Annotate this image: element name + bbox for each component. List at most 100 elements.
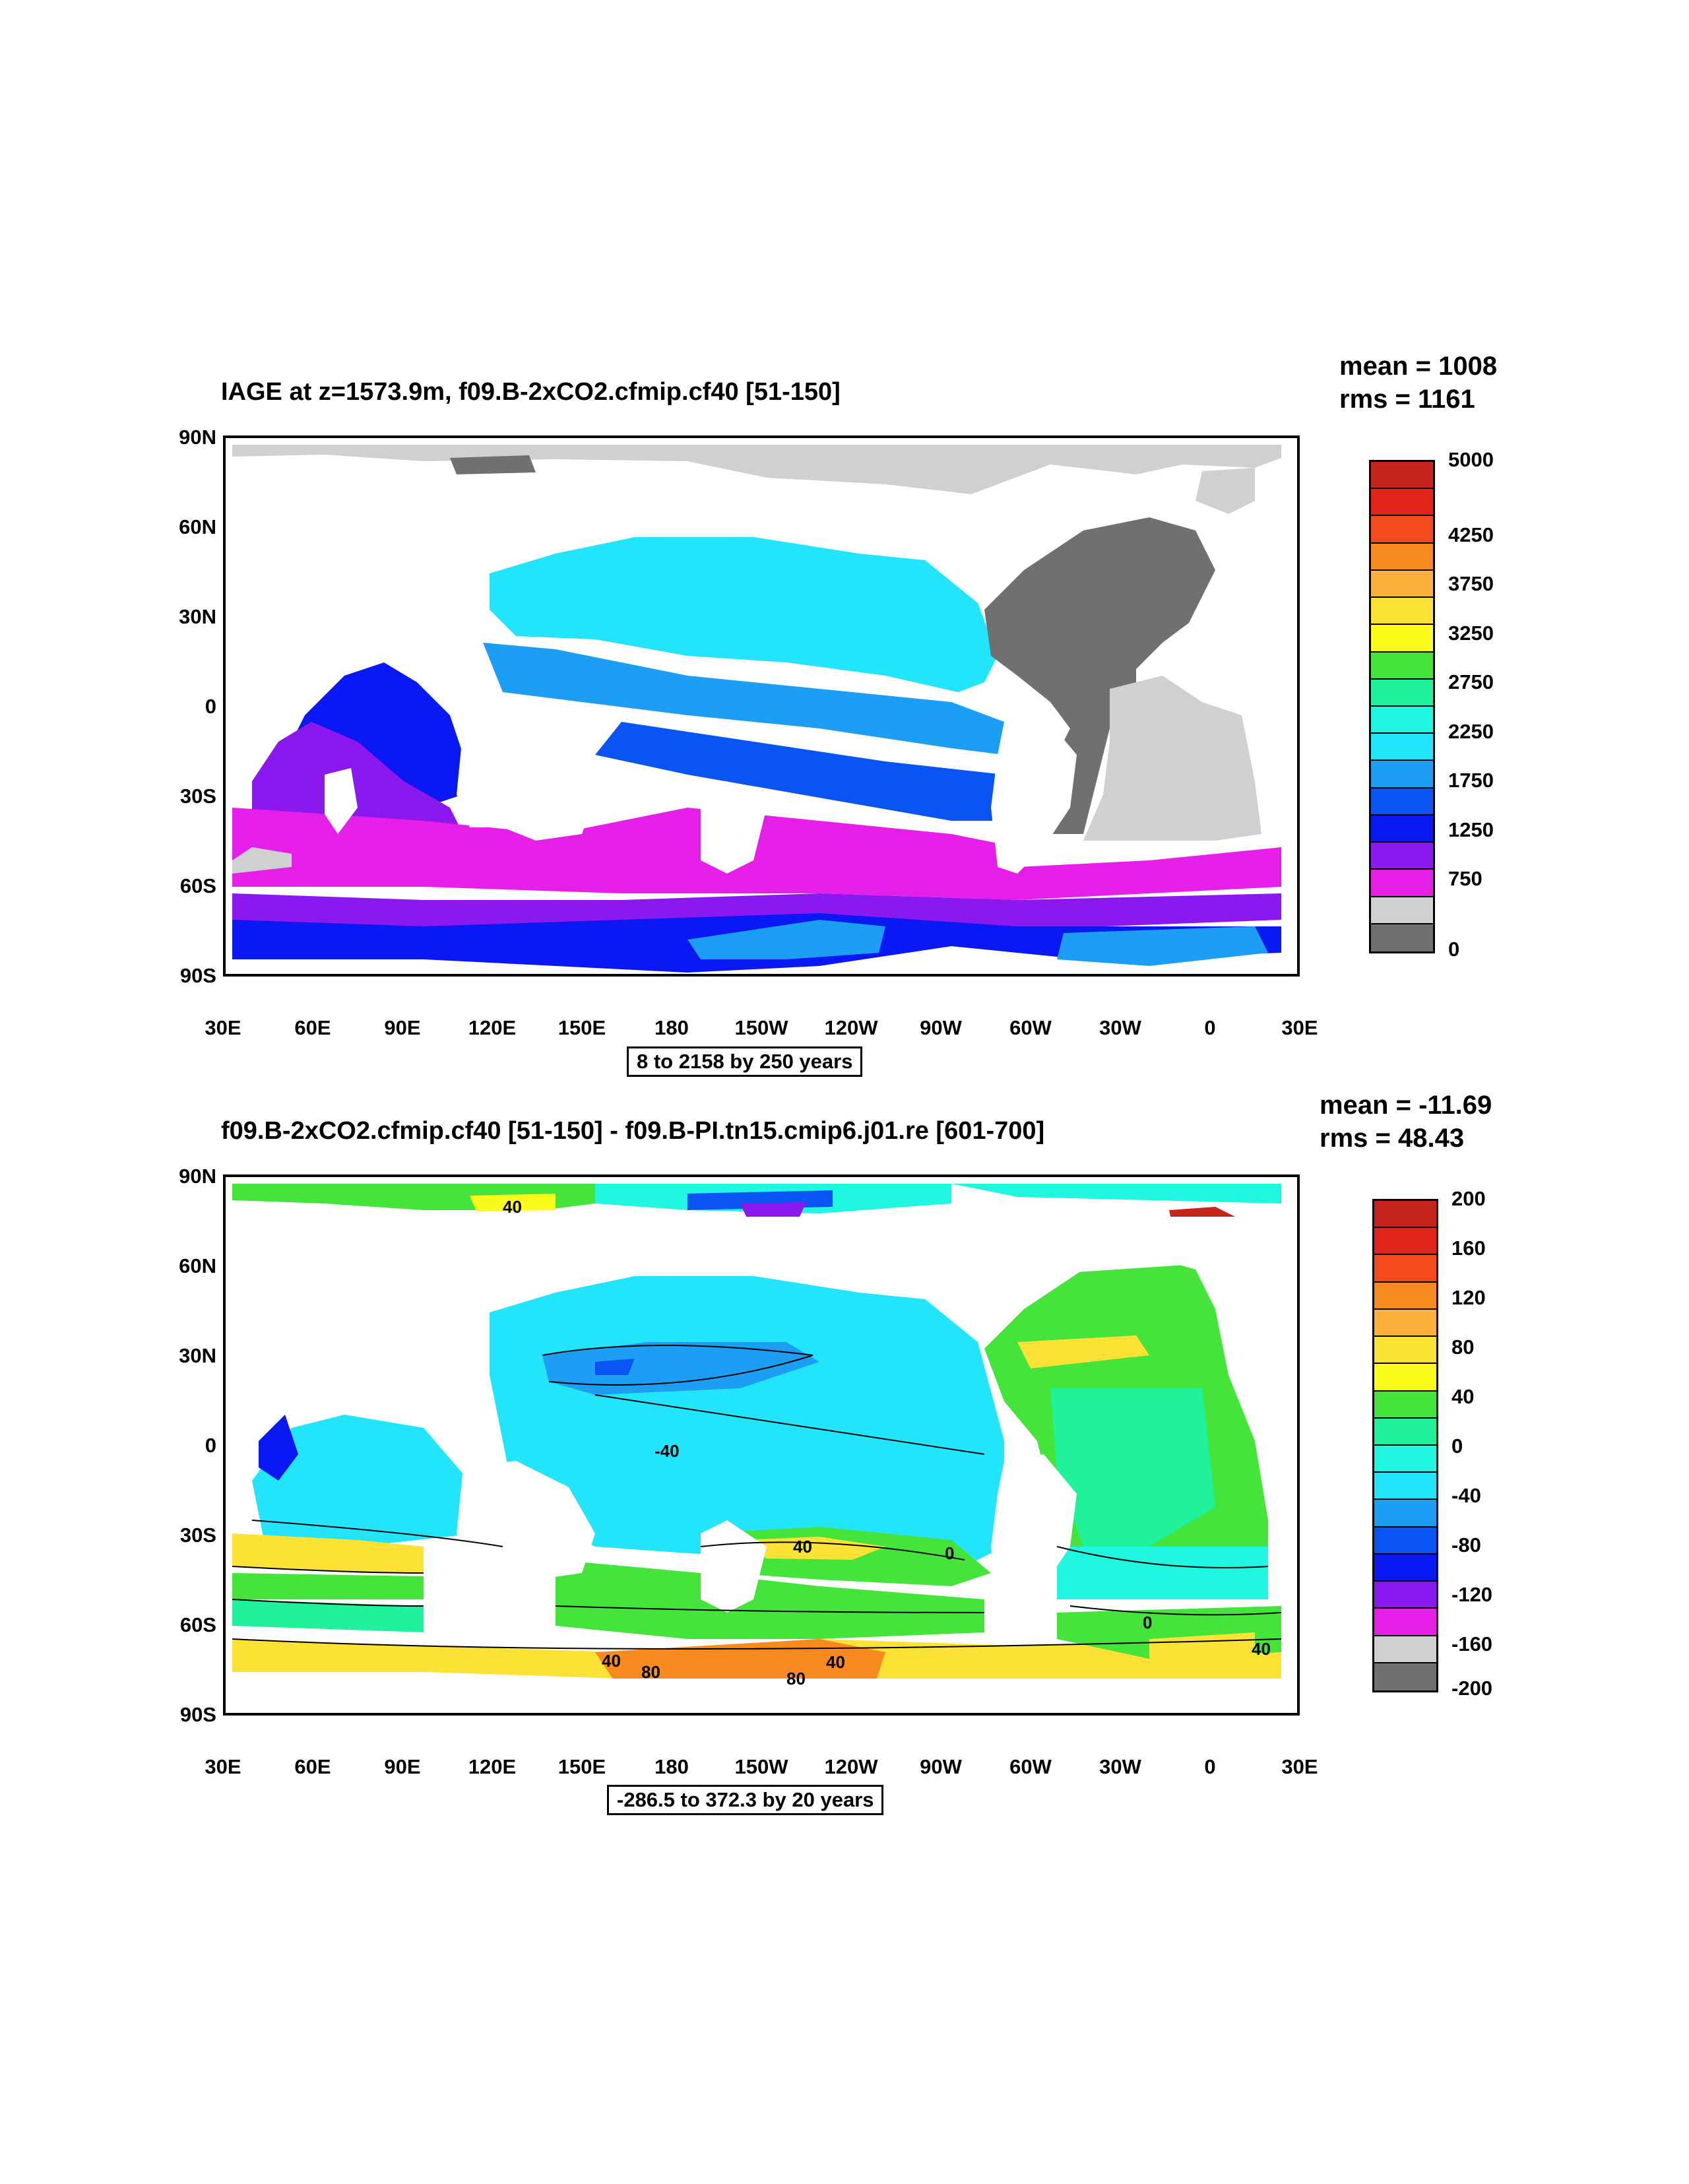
colorbar-label: 1750 [1448,769,1494,792]
contour-label: 80 [641,1662,660,1682]
panel2-xtick: 60E [294,1755,331,1778]
colorbar-swatch [1371,652,1433,680]
panel1-field [232,445,1281,973]
colorbar-swatch [1371,516,1433,544]
colorbar-swatch [1371,761,1433,788]
panel2-ytick: 90N [179,1165,216,1188]
panel1-rms: rms = 1161 [1339,385,1475,414]
panel2-xtick: 120W [824,1755,878,1778]
panel1-colorbar [1369,460,1435,953]
colorbar-label: 4250 [1448,523,1494,546]
colorbar-swatch [1374,1364,1436,1392]
colorbar-swatch [1374,1527,1436,1555]
panel1-xtick: 150W [734,1016,788,1039]
colorbar-swatch [1371,679,1433,707]
colorbar-swatch [1371,843,1433,870]
panel1-ytick: 90N [179,426,216,449]
contour-label: 0 [945,1543,955,1563]
colorbar-swatch [1374,1282,1436,1310]
colorbar-swatch [1374,1636,1436,1663]
panel2-xtick: 120E [468,1755,517,1778]
panel1-xtick: 60E [294,1016,331,1039]
panel2-ytick: 0 [205,1434,216,1457]
colorbar-label: 1250 [1448,818,1494,841]
colorbar-swatch [1374,1337,1436,1365]
panel1-xtick: 180 [654,1016,689,1039]
panel2-xtick: 30W [1099,1755,1141,1778]
colorbar-swatch [1371,462,1433,490]
panel2-ytick: 60N [179,1254,216,1277]
panel2-ytick: 90S [179,1703,216,1726]
panel2-map: -40 40 0 40 80 80 40 40 40 0 [223,1174,1300,1716]
colorbar-label: 40 [1451,1385,1475,1408]
panel2-title: f09.B-2xCO2.cfmip.cf40 [51-150] - f09.B-… [221,1117,1045,1145]
colorbar-swatch [1371,870,1433,897]
colorbar-label: -200 [1451,1677,1493,1700]
panel1-title: IAGE at z=1573.9m, f09.B-2xCO2.cfmip.cf4… [221,378,841,406]
panel1-xtick: 90E [384,1016,421,1039]
contour-label: 40 [793,1537,812,1557]
panel2-xtick: 150E [558,1755,606,1778]
panel1-mean: mean = 1008 [1339,352,1498,381]
colorbar-label: 120 [1451,1286,1486,1309]
contour-label: 40 [826,1652,845,1672]
panel1-ytick: 90S [179,964,216,987]
panel2-xtick: 30E [205,1755,241,1778]
colorbar-swatch [1374,1500,1436,1527]
colorbar-label: 0 [1448,938,1460,961]
colorbar-label: -40 [1451,1484,1481,1507]
panel2-contour-info: -286.5 to 372.3 by 20 years [607,1785,884,1815]
colorbar-swatch [1374,1609,1436,1636]
colorbar-swatch [1374,1391,1436,1419]
colorbar-label: 200 [1451,1187,1486,1210]
panel1-ytick: 60N [179,515,216,538]
panel2-mean: mean = -11.69 [1320,1091,1492,1120]
panel1-xtick: 30E [205,1016,241,1039]
colorbar-swatch [1371,815,1433,843]
colorbar-swatch [1371,598,1433,626]
panel2-ytick: 30S [179,1524,216,1547]
panel1-xtick: 30E [1281,1016,1318,1039]
colorbar-label: -120 [1451,1583,1493,1606]
colorbar-label: 2250 [1448,720,1494,743]
colorbar-label: 160 [1451,1237,1486,1260]
colorbar-swatch [1371,734,1433,761]
panel2-xtick: 30E [1281,1755,1318,1778]
contour-label: 40 [602,1651,621,1671]
colorbar-label: -80 [1451,1533,1481,1557]
colorbar-swatch [1371,570,1433,598]
panel1-xtick: 0 [1204,1016,1216,1039]
contour-label: 40 [503,1197,522,1217]
panel1-xtick: 150E [558,1016,606,1039]
colorbar-swatch [1371,489,1433,517]
colorbar-label: 0 [1451,1434,1463,1458]
panel2-field [232,1184,1282,1712]
panel1-contour-info: 8 to 2158 by 250 years [627,1046,863,1077]
panel1-xtick: 30W [1099,1016,1141,1039]
colorbar-swatch [1371,924,1433,951]
colorbar-label: 5000 [1448,448,1494,471]
panel2-xtick: 150W [734,1755,788,1778]
panel2-colorbar [1372,1199,1438,1692]
colorbar-swatch [1374,1446,1436,1473]
panel2-xtick: 90E [384,1755,421,1778]
colorbar-swatch [1371,897,1433,924]
panel1-xtick: 90W [920,1016,962,1039]
panel2-xtick: 0 [1204,1755,1216,1778]
colorbar-label: 80 [1451,1335,1475,1359]
panel1-ytick: 0 [205,695,216,718]
panel2-xtick: 60W [1009,1755,1052,1778]
contour-label: 0 [1143,1613,1153,1632]
colorbar-swatch [1371,788,1433,816]
colorbar-label: 3750 [1448,572,1494,595]
panel1-ytick: 30N [179,605,216,628]
contour-label: 80 [786,1669,806,1688]
panel1-ytick: 30S [179,785,216,808]
panel2-rms: rms = 48.43 [1320,1124,1465,1153]
colorbar-label: -160 [1451,1632,1493,1655]
colorbar-label: 2750 [1448,670,1494,693]
panel1-xtick: 60W [1009,1016,1052,1039]
colorbar-swatch [1374,1473,1436,1500]
panel1-xtick: 120E [468,1016,517,1039]
panel1-map [223,435,1300,977]
